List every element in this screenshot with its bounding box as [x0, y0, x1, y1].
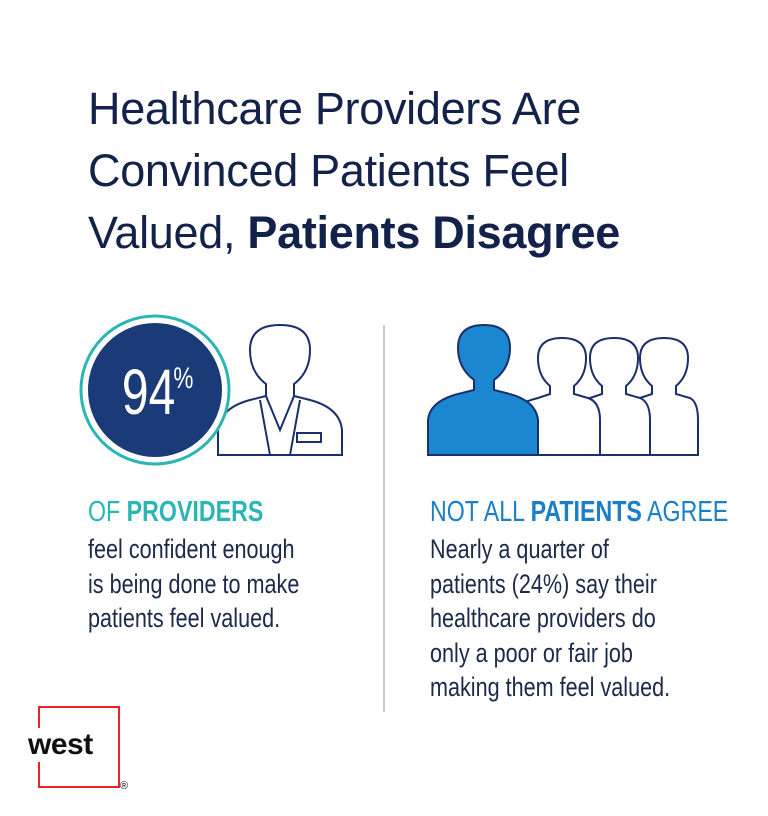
patients-heading: NOT ALL PATIENTS AGREE: [430, 496, 728, 529]
heading-text: NOT ALL: [430, 496, 525, 528]
body-line: Nearly a quarter of: [430, 534, 609, 564]
body-line: patients (24%) say their: [430, 568, 657, 599]
providers-heading: OF PROVIDERS: [88, 496, 263, 529]
body-line: feel confident enough: [88, 534, 295, 564]
stat: 94%: [80, 315, 230, 465]
heading-bold: PATIENTS: [530, 496, 642, 528]
stat-circle: [88, 323, 222, 457]
patient-icons: [427, 323, 699, 456]
logo-text: west: [26, 728, 95, 762]
body-line: making them feel valued.: [430, 672, 671, 702]
logo-registered: ®: [120, 780, 129, 792]
heading-bold: PROVIDERS: [126, 496, 264, 528]
title-line: Convinced Patients Feel: [88, 145, 569, 196]
title-text: Valued,: [88, 207, 236, 258]
body-line: patients feel valued.: [88, 603, 281, 633]
title-line: Valued, Patients Disagree: [88, 202, 620, 264]
doctor-icon: [217, 323, 343, 456]
title-bold: Patients Disagree: [247, 207, 620, 258]
stat-unit: %: [173, 362, 194, 395]
title: Healthcare Providers Are Convinced Patie…: [88, 78, 620, 264]
stat-value: 94: [121, 356, 176, 428]
heading-text: AGREE: [647, 496, 729, 528]
title-line: Healthcare Providers Are: [88, 83, 582, 134]
stat-text: 94%: [80, 355, 230, 429]
body-line: is being done to make: [88, 568, 300, 599]
providers-body: feel confident enough is being done to ma…: [88, 532, 299, 636]
body-line: only a poor or fair job: [430, 637, 633, 668]
body-line: healthcare providers do: [430, 603, 656, 633]
heading-text: OF: [88, 496, 121, 528]
patients-body: Nearly a quarter of patients (24%) say th…: [430, 532, 670, 705]
